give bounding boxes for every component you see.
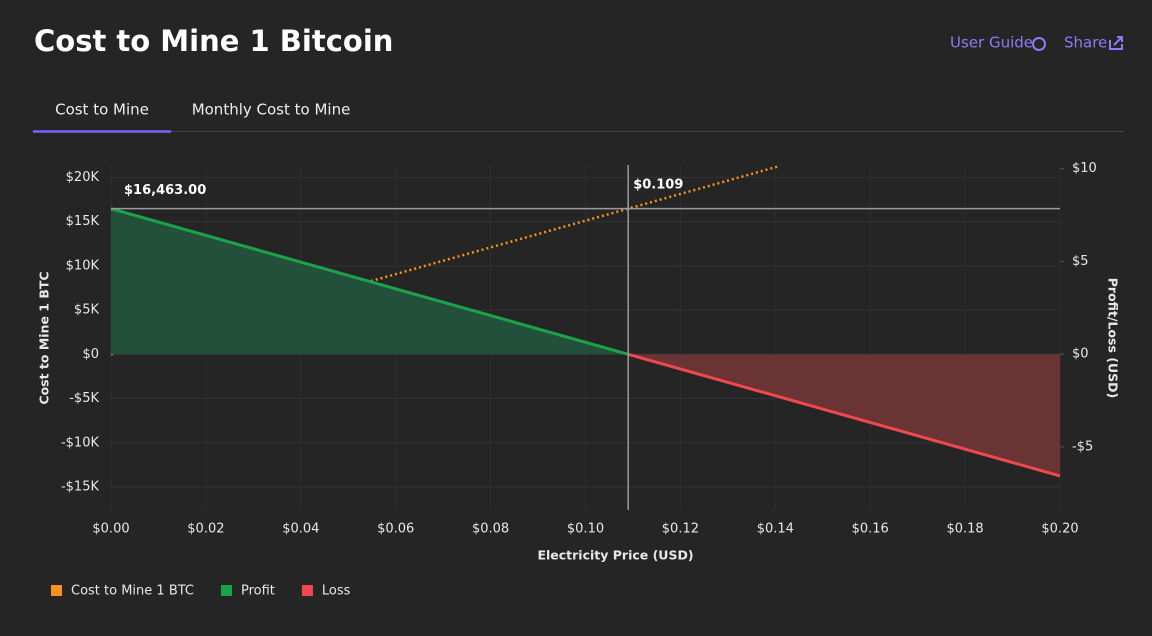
x-tick-label: $0.00 — [92, 522, 129, 537]
y2-tick-label: $10 — [1072, 161, 1097, 176]
y-tick-label: $15K — [66, 214, 100, 229]
line — [627, 352, 1061, 478]
x-axis-label: Electricity Price (USD) — [537, 548, 693, 563]
legend-label: Loss — [322, 584, 351, 599]
legend-swatch — [51, 585, 62, 596]
x-tick-label: $0.06 — [377, 522, 414, 537]
y2-tick-label: -$5 — [1072, 439, 1093, 454]
chart: $0.00 $0.02 $0.04 $0.06 $0.08 $0.10 $0.12 $0.14… — [37, 161, 1121, 598]
y-tick-label: $0 — [82, 347, 99, 362]
x-tick-label: $0.18 — [946, 522, 983, 537]
share-icon[interactable] — [1109, 36, 1123, 50]
user-guide-link[interactable]: User Guide — [950, 34, 1033, 52]
y2-axis-label: Profit/Loss (USD) — [1106, 278, 1121, 398]
y-tick-label: -$10K — [61, 435, 100, 450]
x-tick-label: $0.14 — [757, 522, 794, 537]
x-tick-label: $0.02 — [187, 522, 224, 537]
x-tick-label: $0.12 — [662, 522, 699, 537]
line — [110, 207, 629, 356]
x-tick-label: $0.10 — [567, 522, 604, 537]
annotation: $16,463.00 — [124, 183, 206, 198]
y-tick-label: $10K — [66, 258, 100, 273]
legend-swatch — [221, 585, 232, 596]
tab[interactable]: Monthly Cost to Mine — [192, 101, 351, 119]
x-tick-label: $0.08 — [472, 522, 509, 537]
legend-swatch — [301, 585, 313, 596]
x-tick-label: $0.04 — [282, 522, 319, 537]
y-tick-label: $20K — [66, 170, 100, 185]
page-title: Cost to Mine 1 Bitcoin — [34, 24, 393, 58]
x-tick-label: $0.16 — [852, 522, 889, 537]
legend-label: Profit — [241, 584, 275, 599]
legend-label: Cost to Mine 1 BTC — [71, 584, 194, 599]
annotation: $0.109 — [633, 178, 683, 193]
guide-icon[interactable] — [1032, 37, 1046, 51]
x-tick-label: $0.20 — [1041, 522, 1078, 537]
y2-tick-label: $0 — [1072, 347, 1089, 362]
y-tick-label: -$5K — [69, 391, 99, 406]
y-tick-label: $5K — [74, 303, 100, 318]
tab[interactable]: Cost to Mine — [55, 101, 149, 119]
y-tick-label: -$15K — [61, 480, 100, 495]
y-axis-label: Cost to Mine 1 BTC — [37, 271, 52, 404]
share-link[interactable]: Share — [1064, 34, 1107, 52]
y2-tick-label: $5 — [1072, 254, 1089, 269]
